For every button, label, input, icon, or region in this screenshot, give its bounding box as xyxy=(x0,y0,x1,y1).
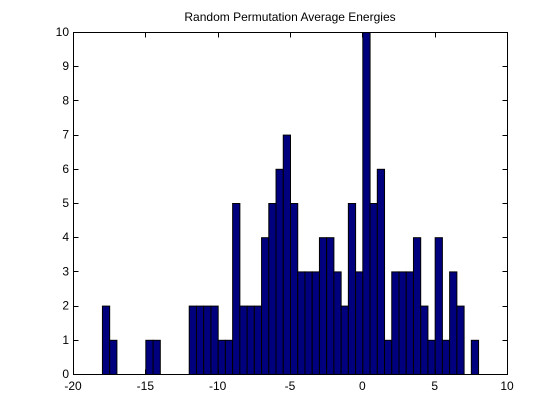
tick-labels-group: -20 -15 -10 -5 0 5 10 0 1 2 3 4 5 6 7 8 9 10 xyxy=(56,25,514,393)
histogram-bar xyxy=(362,32,371,375)
y-tick-label: 3 xyxy=(62,264,69,278)
histogram-bar xyxy=(369,203,378,375)
y-tick-label: 5 xyxy=(62,196,69,210)
y-tick-label: 7 xyxy=(62,128,69,142)
histogram-bar xyxy=(420,305,429,376)
histogram-bar xyxy=(239,305,248,376)
y-tick-label: 9 xyxy=(62,59,69,73)
y-tick-label: 6 xyxy=(62,162,69,176)
y-tick-label: 8 xyxy=(62,93,69,107)
x-tick-label: -5 xyxy=(285,379,296,393)
y-tick-label: 1 xyxy=(62,333,69,347)
histogram-bar xyxy=(268,203,277,375)
histogram-bar xyxy=(275,168,284,375)
histogram-bar xyxy=(434,237,443,375)
histogram-bar xyxy=(253,305,263,376)
histogram-bar xyxy=(304,271,313,375)
histogram-bar xyxy=(456,305,465,376)
histogram-bar xyxy=(297,271,306,375)
histogram-bar xyxy=(347,203,357,375)
histogram-bar xyxy=(232,203,241,375)
histogram-bar xyxy=(188,305,197,376)
histogram-bar xyxy=(282,134,291,375)
histogram-bar xyxy=(290,203,299,375)
histogram-bar xyxy=(318,237,328,375)
histogram-bar xyxy=(441,339,451,375)
histogram-bar xyxy=(376,168,386,375)
histogram-bar xyxy=(203,305,212,376)
histogram-bar xyxy=(195,305,205,376)
ticks-group xyxy=(73,32,508,375)
histogram-bar xyxy=(217,339,226,375)
x-tick-label: 10 xyxy=(500,379,514,393)
x-tick-label: -20 xyxy=(64,379,82,393)
histogram-bar xyxy=(391,271,400,375)
histogram-bar xyxy=(398,271,407,375)
histogram-bar xyxy=(333,271,342,375)
x-tick-label: 0 xyxy=(359,379,366,393)
histogram-bar xyxy=(152,339,161,375)
x-tick-label: 5 xyxy=(431,379,438,393)
histogram-bar xyxy=(261,237,270,375)
x-tick-label: -15 xyxy=(137,379,155,393)
y-tick-label: 0 xyxy=(62,367,69,381)
chart-title: Random Permutation Average Energies xyxy=(184,10,396,24)
histogram-bar xyxy=(224,339,234,375)
histogram-bar xyxy=(427,339,436,375)
y-tick-label: 4 xyxy=(62,230,69,244)
histogram-bar xyxy=(470,339,480,375)
histogram-bar xyxy=(246,305,255,376)
histogram-bar xyxy=(412,237,422,375)
bars-group xyxy=(101,32,480,376)
histogram-bar xyxy=(449,271,458,375)
histogram-bar xyxy=(109,339,118,375)
histogram-bar xyxy=(145,339,154,375)
histogram-bar xyxy=(311,271,320,375)
histogram-bar xyxy=(384,339,393,375)
histogram-bar xyxy=(326,237,335,375)
y-tick-label: 10 xyxy=(56,25,70,39)
histogram-bar xyxy=(355,271,364,375)
histogram-bar xyxy=(210,305,219,376)
histogram-bar xyxy=(101,305,111,376)
x-tick-label: -10 xyxy=(209,379,227,393)
y-tick-label: 2 xyxy=(62,299,69,313)
histogram-bar xyxy=(340,305,349,376)
histogram-bar xyxy=(405,271,414,375)
